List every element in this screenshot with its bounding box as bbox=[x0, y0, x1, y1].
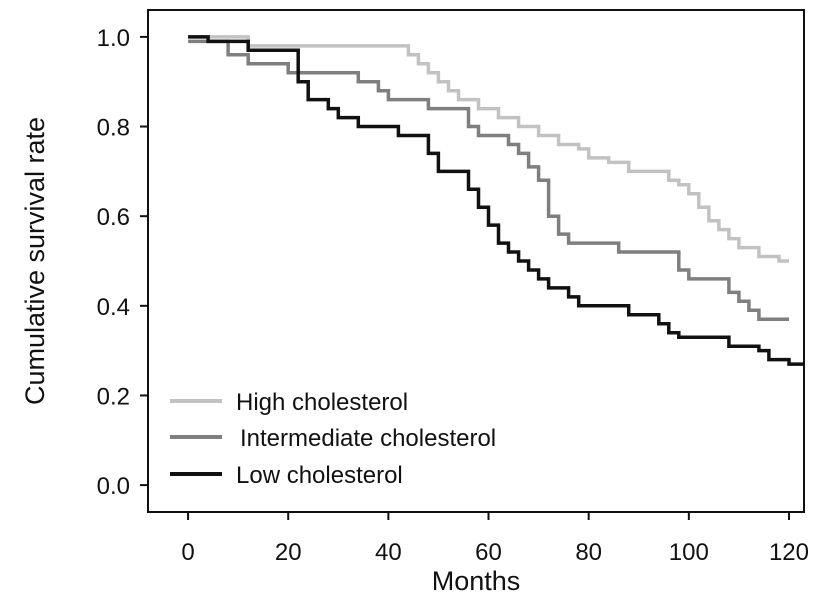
x-tick-label: 120 bbox=[769, 539, 809, 566]
y-tick-label: 1.0 bbox=[97, 25, 130, 52]
legend-label-3: Low cholesterol bbox=[236, 462, 403, 489]
x-axis-title: Months bbox=[432, 566, 521, 596]
series-line-1 bbox=[188, 35, 789, 263]
x-tick-label: 100 bbox=[669, 539, 709, 566]
y-tick-label: 0.2 bbox=[97, 383, 130, 410]
x-axis-ticks: 0 20 40 60 80 100 120 bbox=[181, 512, 809, 566]
series-line-3 bbox=[188, 35, 804, 366]
survival-curves bbox=[188, 35, 804, 366]
y-axis-title: Cumulative survival rate bbox=[20, 117, 50, 405]
plot-frame bbox=[147, 9, 805, 513]
x-tick-label: 60 bbox=[475, 539, 502, 566]
legend-label-2: Intermediate cholesterol bbox=[240, 425, 496, 452]
series-line-2 bbox=[188, 39, 789, 322]
legend-label-1: High cholesterol bbox=[236, 389, 408, 416]
x-tick-label: 20 bbox=[275, 539, 302, 566]
x-tick-label: 80 bbox=[575, 539, 602, 566]
legend: High cholesterol Intermediate cholesterol… bbox=[170, 389, 496, 489]
x-tick-label: 0 bbox=[181, 539, 194, 566]
x-tick-label: 40 bbox=[375, 539, 402, 566]
y-tick-label: 0.4 bbox=[97, 294, 130, 321]
y-tick-label: 0.6 bbox=[97, 204, 130, 231]
y-axis-ticks: 0.0 0.2 0.4 0.6 0.8 1.0 bbox=[97, 25, 148, 500]
y-tick-label: 0.8 bbox=[97, 115, 130, 142]
y-tick-label: 0.0 bbox=[97, 473, 130, 500]
